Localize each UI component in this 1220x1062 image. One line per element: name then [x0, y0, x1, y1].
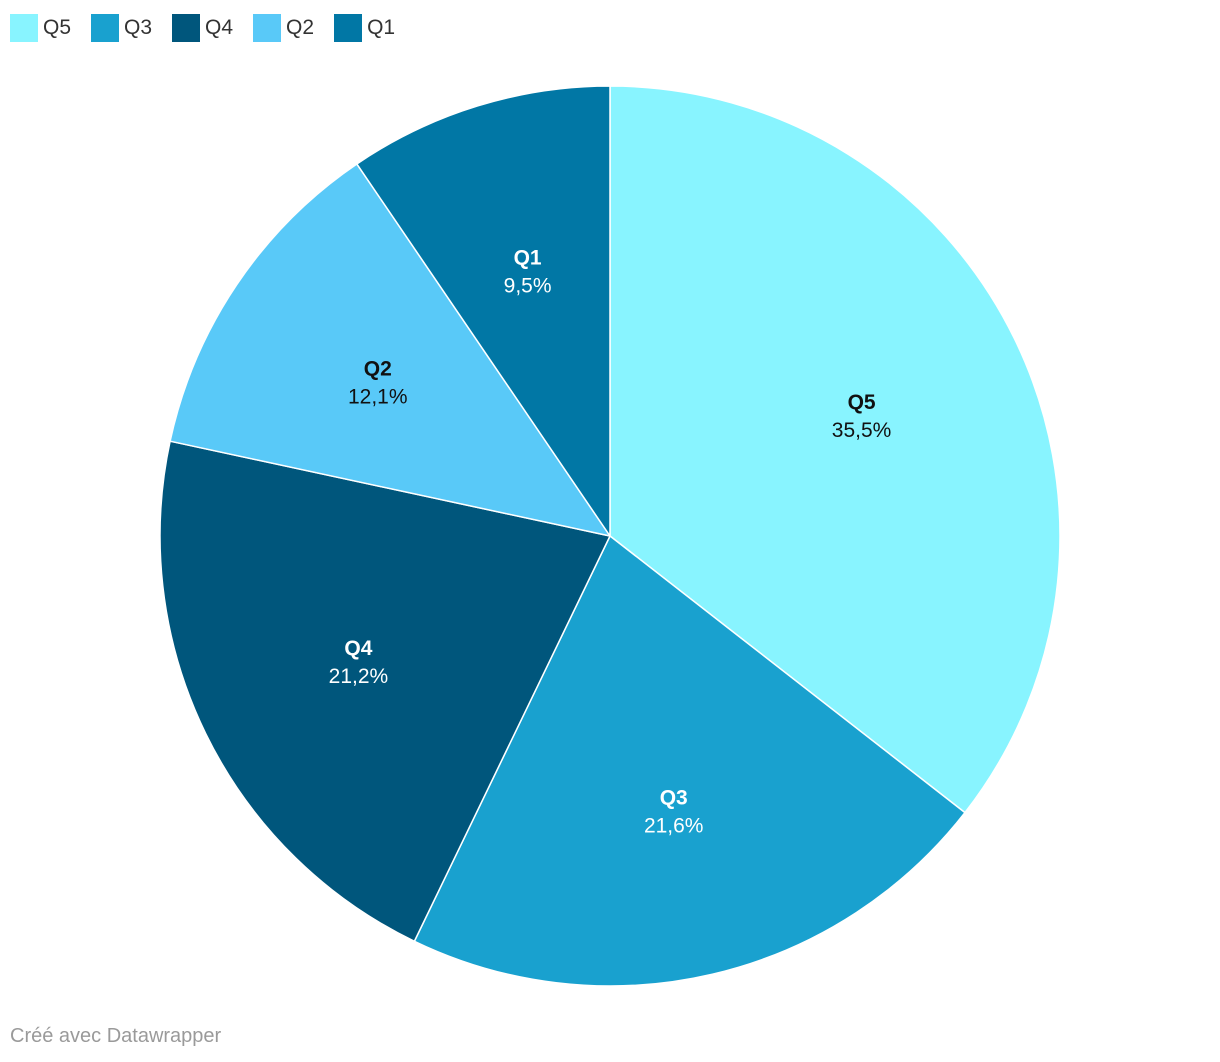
pie-slice-q1	[356, 85, 611, 537]
legend-item-q1: Q1	[334, 14, 395, 42]
slice-value-q2: 12,1%	[348, 386, 408, 409]
legend-swatch-q2	[253, 14, 282, 42]
legend-item-q5: Q5	[10, 14, 71, 42]
credit-text: Créé avec Datawrapper	[10, 1025, 222, 1047]
legend-label-q3: Q3	[124, 16, 153, 39]
pie-slice-q4	[159, 440, 611, 943]
pie-slice-q2	[169, 163, 611, 537]
legend-label-q1: Q1	[367, 16, 396, 39]
legend-swatch-q1	[334, 14, 363, 42]
legend-label-q2: Q2	[286, 16, 315, 39]
slice-label-q3: Q3	[660, 787, 688, 810]
slice-label-q5: Q5	[848, 391, 876, 414]
legend-swatch-q5	[10, 14, 38, 42]
legend-item-q4: Q4	[172, 14, 233, 42]
pie-slice-q3	[413, 535, 966, 987]
slice-value-q4: 21,2%	[329, 665, 389, 688]
legend-swatch-q3	[91, 14, 120, 42]
legend-label-q4: Q4	[205, 16, 234, 39]
slice-label-q1: Q1	[514, 246, 542, 269]
slice-value-q3: 21,6%	[644, 815, 704, 838]
pie-slice-q5	[609, 85, 1061, 814]
legend-swatch-q4	[172, 14, 201, 42]
legend-item-q3: Q3	[91, 14, 152, 42]
slice-label-q4: Q4	[344, 637, 372, 660]
slice-label-q2: Q2	[364, 358, 392, 381]
legend-label-q5: Q5	[43, 16, 72, 39]
slice-labels: Q5 35,5% Q3 21,6% Q4 21,2% Q2 12,1% Q1 9,5%	[329, 246, 892, 837]
slice-value-q5: 35,5%	[832, 419, 892, 442]
legend-item-q2: Q2	[253, 14, 314, 42]
slice-value-q1: 9,5%	[504, 274, 552, 297]
chart-legend: Q5 Q3 Q4 Q2 Q1	[10, 13, 415, 43]
